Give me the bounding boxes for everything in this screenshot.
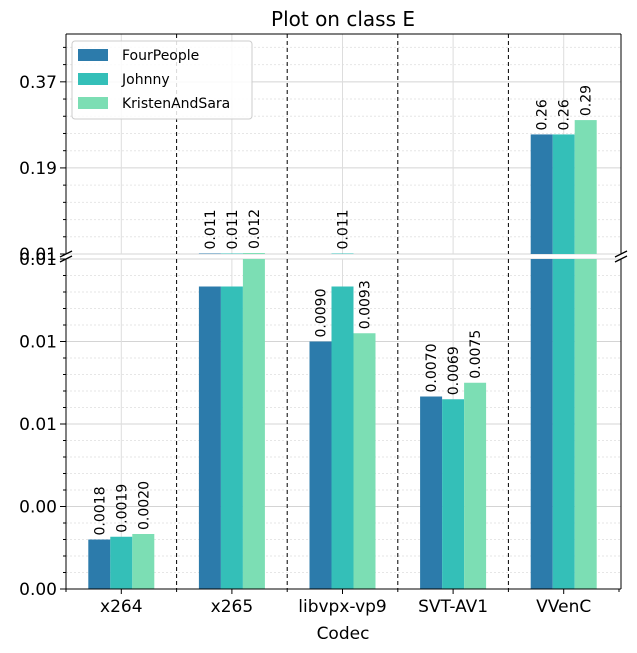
y-tick-label: 0.00 [19,498,57,518]
bar-value-label: 0.0019 [114,484,130,533]
y-tick-label: 0.19 [19,159,57,179]
y-tick-label: 0.01 [19,250,57,270]
y-tick-label: 0.01 [19,333,57,353]
bar-FourPeople-libvpx-vp9 [309,341,332,589]
bar-Johnny-x265 [220,286,243,589]
bar-value-label: 0.29 [579,85,595,116]
bar-value-label: 0.0093 [358,280,374,329]
bar-FourPeople-SVT-AV1 [420,396,443,589]
axis-break-mark [614,250,628,258]
x-tick-label: x265 [211,597,254,617]
plot-area: 0.0018 0.0019 0.0020 0.011 0.011 0.012 0.0090 0… [19,33,628,617]
bar-value-label: 0.012 [247,209,263,249]
bar-KristenAndSara-x265 [242,253,265,254]
bar-Johnny-VVenC [552,259,575,589]
chart-title: Plot on class E [271,7,415,31]
bar-KristenAndSara-VVenC [574,259,597,589]
x-tick-label: x264 [100,597,143,617]
x-tick-label: VVenC [536,597,591,617]
y-tick-label: 0.01 [19,415,57,435]
bar-Johnny-x264 [110,536,133,589]
bar-KristenAndSara-x265 [242,259,265,589]
bar-value-label: 0.0069 [446,346,462,395]
bar-KristenAndSara-VVenC [574,120,597,254]
bar-value-label: 0.0090 [314,289,330,338]
bar-FourPeople-x265 [198,286,221,589]
legend-label: FourPeople [122,48,199,64]
legend-label: KristenAndSara [122,96,230,112]
bar-value-label: 0.011 [203,209,219,249]
bar-Johnny-libvpx-vp9 [331,286,354,589]
y-tick-label: 0.37 [19,73,57,93]
bar-FourPeople-VVenC [530,259,553,589]
bar-value-label: 0.0075 [468,330,484,379]
bar-value-label: 0.0070 [424,344,440,393]
legend-swatch-Johnny [78,73,108,85]
y-tick-label: 0.01 [19,245,57,265]
bar-KristenAndSara-x264 [132,534,155,589]
bar-KristenAndSara-libvpx-vp9 [353,333,376,589]
legend-swatch-KristenAndSara [78,97,108,109]
bar-value-label: 0.0020 [136,481,152,530]
bar-FourPeople-x264 [88,539,111,589]
x-tick-label: SVT-AV1 [418,597,488,617]
bar-value-label: 0.0018 [92,487,108,536]
legend-label: Johnny [121,72,170,88]
bar-Johnny-VVenC [552,134,575,254]
x-axis-label: Codec [317,624,370,644]
x-tick-label: libvpx-vp9 [298,597,387,617]
bar-value-label: 0.26 [557,99,573,130]
bar-KristenAndSara-SVT-AV1 [464,382,487,589]
bar-FourPeople-VVenC [530,134,553,254]
bar-value-label: 0.011 [225,209,241,249]
axis-break-mark [614,255,628,263]
bar-value-label: 0.011 [336,209,352,249]
legend-box [71,40,253,120]
bar-Johnny-SVT-AV1 [442,399,465,589]
bar-value-label: 0.26 [535,99,551,130]
legend-swatch-FourPeople [78,49,108,61]
y-tick-label: 0.00 [19,580,57,600]
